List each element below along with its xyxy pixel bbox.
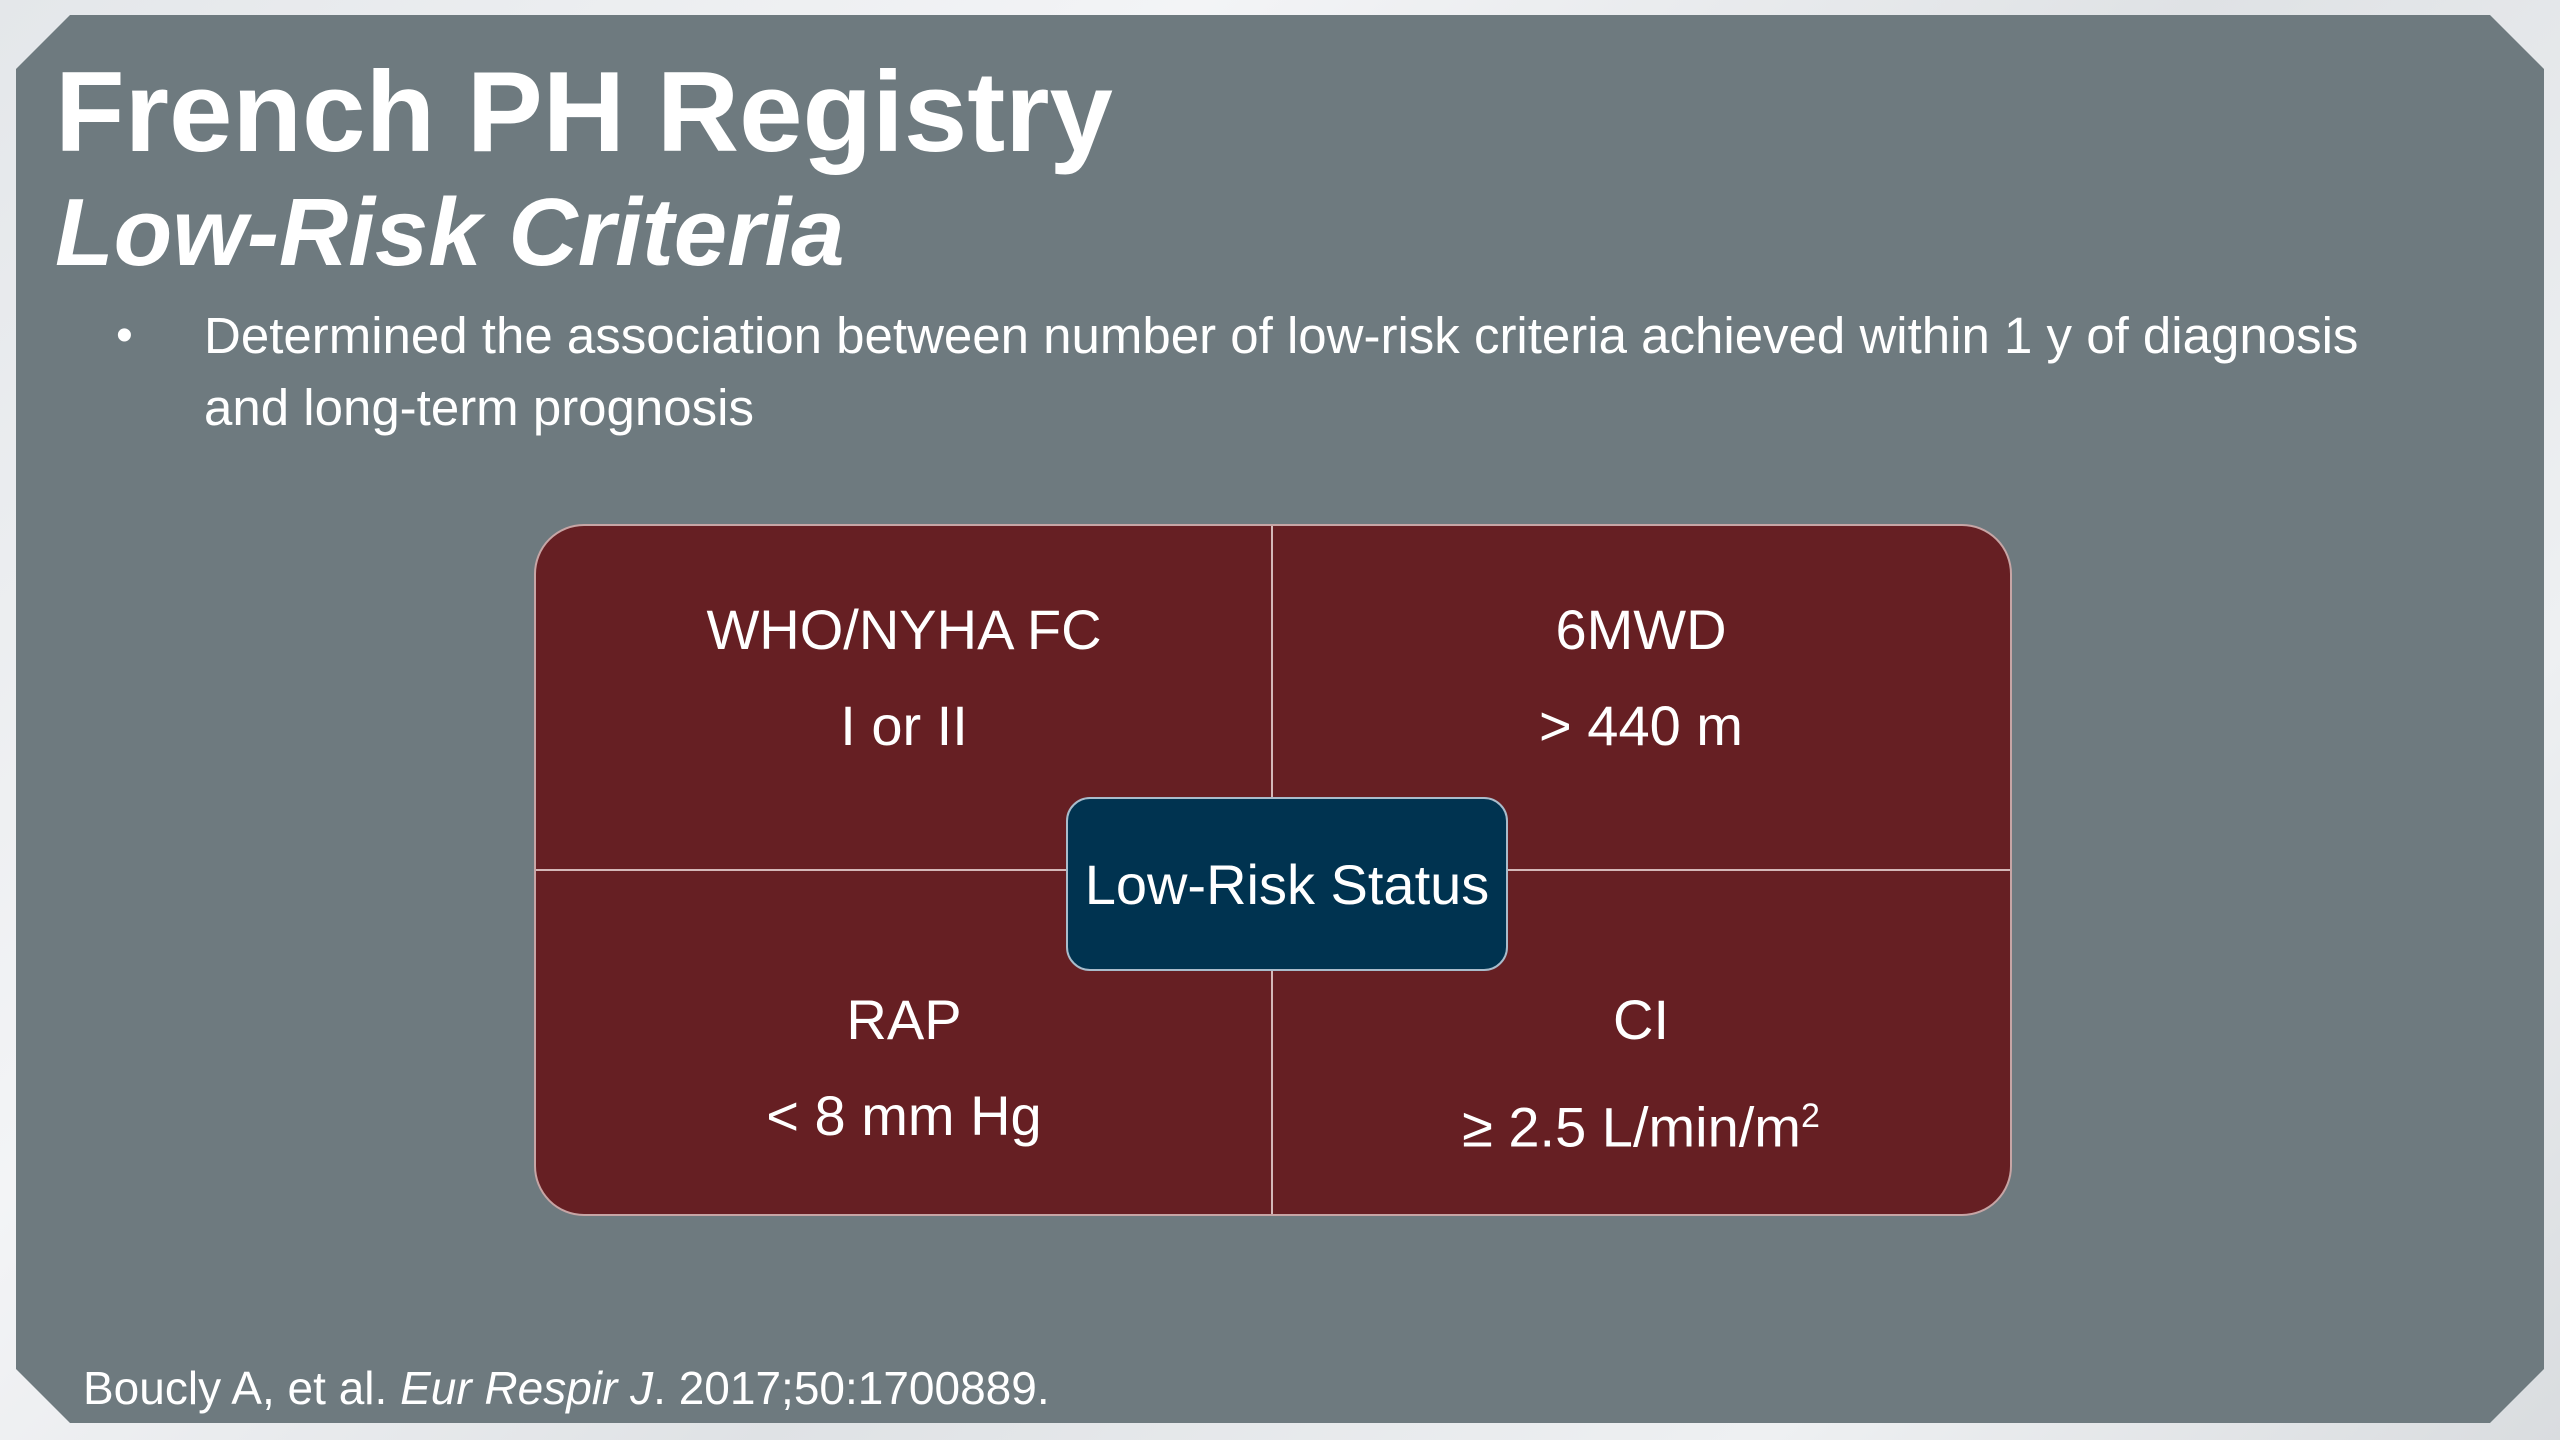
criterion-6mwd-value: > 440 m xyxy=(1539,694,1743,757)
citation-journal: Eur Respir J xyxy=(400,1362,654,1414)
criterion-ci-value: ≥ 2.5 L/min/m xyxy=(1462,1095,1801,1159)
criterion-ci-superscript: 2 xyxy=(1800,1097,1820,1135)
criterion-6mwd-name: 6MWD xyxy=(1555,598,1727,661)
criterion-ci: CI ≥ 2.5 L/min/m2 xyxy=(1273,972,2009,1176)
citation-details: . 2017;50:1700889. xyxy=(653,1362,1050,1414)
criterion-ci-value-line: ≥ 2.5 L/min/m2 xyxy=(1273,1068,2009,1176)
criterion-rap-name: RAP xyxy=(846,988,962,1051)
bullet-marker: • xyxy=(116,309,133,362)
criterion-ci-name: CI xyxy=(1613,988,1669,1051)
slide-title: French PH Registry xyxy=(55,49,1113,176)
criterion-fc-name: WHO/NYHA FC xyxy=(706,598,1102,661)
criterion-fc: WHO/NYHA FC I or II xyxy=(536,582,1272,774)
criterion-rap-value: < 8 mm Hg xyxy=(766,1084,1042,1147)
bullet-text: Determined the association between numbe… xyxy=(204,307,2359,436)
slide-subtitle: Low-Risk Criteria xyxy=(55,179,845,286)
bullet-item: • Determined the association between num… xyxy=(16,300,2416,444)
bullet-list: • Determined the association between num… xyxy=(16,300,2416,444)
citation-authors: Boucly A, et al. xyxy=(83,1362,388,1414)
criterion-rap: RAP < 8 mm Hg xyxy=(536,972,1272,1164)
low-risk-status-box: Low-Risk Status xyxy=(1066,797,1508,971)
citation: Boucly A, et al. Eur Respir J. 2017;50:1… xyxy=(83,1361,1050,1415)
low-risk-status-label: Low-Risk Status xyxy=(1084,852,1490,916)
criterion-fc-value: I or II xyxy=(840,694,968,757)
criterion-6mwd: 6MWD > 440 m xyxy=(1273,582,2009,774)
